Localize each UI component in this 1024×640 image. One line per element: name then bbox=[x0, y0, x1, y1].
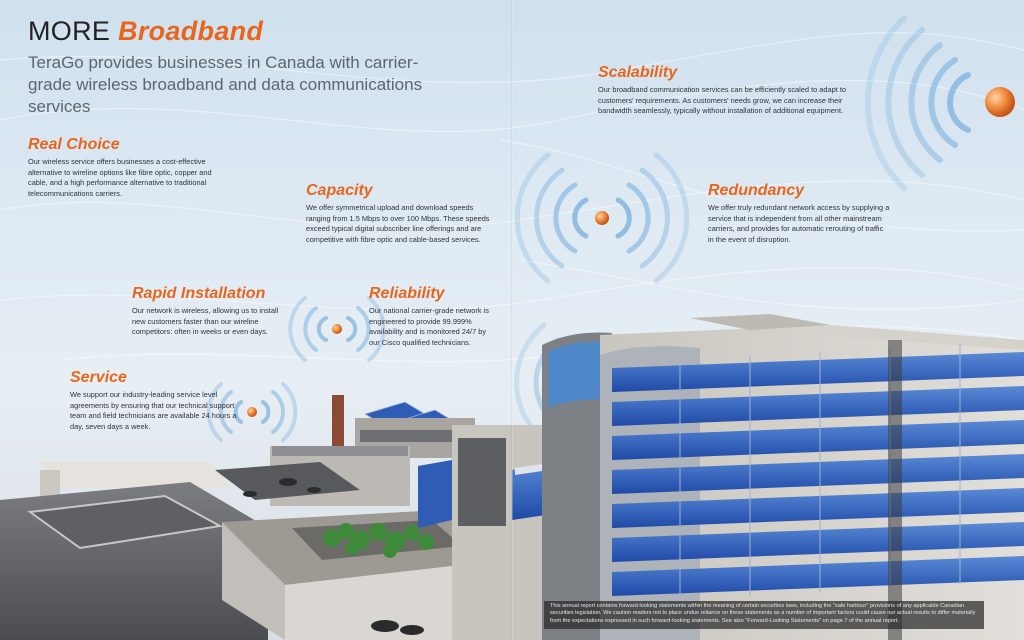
building-wall bbox=[222, 522, 285, 640]
office-column bbox=[888, 340, 902, 640]
building-wall bbox=[285, 560, 505, 640]
signal-orb bbox=[332, 324, 342, 334]
section-redundancy: Redundancy We offer truly redundant netw… bbox=[708, 182, 890, 245]
title-accent: Broadband bbox=[118, 16, 264, 46]
rooftop-trees bbox=[323, 523, 434, 558]
wireless-signal-icon bbox=[288, 296, 386, 362]
section-title: Capacity bbox=[306, 182, 373, 199]
section-real-choice: Real Choice Our wireless service offers … bbox=[28, 136, 228, 199]
building-windows bbox=[418, 460, 452, 528]
sky-streaks bbox=[0, 31, 1024, 363]
wireless-signal-icon bbox=[864, 15, 971, 191]
section-body: Our national carrier-grade network is en… bbox=[369, 306, 489, 347]
roof-vent bbox=[400, 625, 424, 635]
section-reliability: Reliability Our national carrier-grade n… bbox=[369, 285, 497, 348]
tower-cylinder bbox=[542, 332, 612, 640]
section-service: Service We support our industry-leading … bbox=[70, 369, 250, 432]
office-window-bands bbox=[612, 352, 1024, 596]
building-roof bbox=[40, 462, 232, 488]
roof-vent bbox=[307, 487, 321, 493]
signal-orb bbox=[595, 211, 609, 225]
section-body: Our network is wireless, allowing us to … bbox=[132, 306, 279, 336]
tower-glass bbox=[548, 341, 606, 408]
section-scalability: Scalability Our broadband communication … bbox=[598, 64, 860, 117]
title-prefix: MORE bbox=[28, 16, 111, 46]
page-fold bbox=[511, 0, 513, 640]
section-title: Reliability bbox=[369, 285, 445, 302]
section-body: We offer symmetrical upload and download… bbox=[306, 203, 490, 244]
section-title: Rapid Installation bbox=[132, 285, 266, 302]
section-title: Service bbox=[70, 369, 127, 386]
section-rapid-installation: Rapid Installation Our network is wirele… bbox=[132, 285, 292, 338]
section-body: Our wireless service offers businesses a… bbox=[28, 157, 212, 198]
building-roof bbox=[272, 446, 408, 456]
roof-vent bbox=[371, 620, 399, 632]
section-capacity: Capacity We offer symmetrical upload and… bbox=[306, 182, 492, 245]
office-roof bbox=[690, 314, 830, 330]
office-roof bbox=[830, 325, 1024, 350]
section-body: We offer truly redundant network access … bbox=[708, 203, 890, 244]
smokestack bbox=[332, 395, 344, 455]
section-title: Real Choice bbox=[28, 136, 120, 153]
roof-vent bbox=[243, 491, 257, 497]
section-body: Our broadband communication services can… bbox=[598, 85, 847, 115]
building-door bbox=[458, 438, 506, 526]
section-title: Redundancy bbox=[708, 182, 805, 199]
section-title: Scalability bbox=[598, 64, 678, 81]
signal-orb bbox=[247, 407, 257, 417]
wireless-signal-icon bbox=[514, 152, 690, 284]
roof-vent bbox=[279, 478, 297, 486]
section-body: We support our industry-leading service … bbox=[70, 390, 237, 431]
signal-orb bbox=[985, 87, 1015, 117]
building-roof bbox=[27, 494, 224, 550]
wireless-signal-icon bbox=[206, 382, 298, 442]
page-subtitle: TeraGo provides businesses in Canada wit… bbox=[28, 53, 423, 116]
forward-looking-disclaimer: This annual report contains forward-look… bbox=[544, 601, 984, 629]
page-title: MORE Broadband bbox=[28, 16, 263, 47]
building-windows bbox=[360, 430, 470, 442]
